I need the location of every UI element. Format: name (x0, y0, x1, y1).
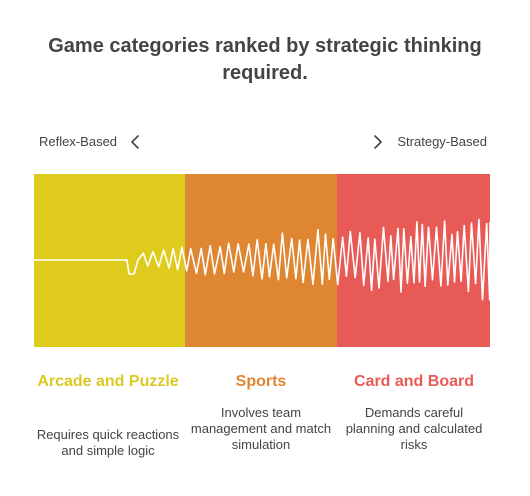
category-title: Card and Board (353, 373, 474, 390)
category-title: Arcade and Puzzle (37, 373, 179, 390)
page-title: Game categories ranked by strategic thin… (48, 35, 482, 84)
category-description: Requires quick reactions and simple logi… (36, 427, 180, 458)
category-title: Sports (235, 373, 287, 390)
signal-wave (34, 174, 490, 347)
category-description: Involves team management and match simul… (190, 405, 332, 452)
wave-line (34, 218, 490, 301)
chevron-right-icon (369, 134, 385, 150)
band-sports (185, 174, 337, 347)
axis-label-left: Reflex-Based (39, 134, 118, 149)
axis-label-right: Strategy-Based (397, 134, 487, 149)
category-description: Demands careful planning and calculated … (345, 405, 483, 452)
chevron-left-icon (128, 134, 144, 150)
